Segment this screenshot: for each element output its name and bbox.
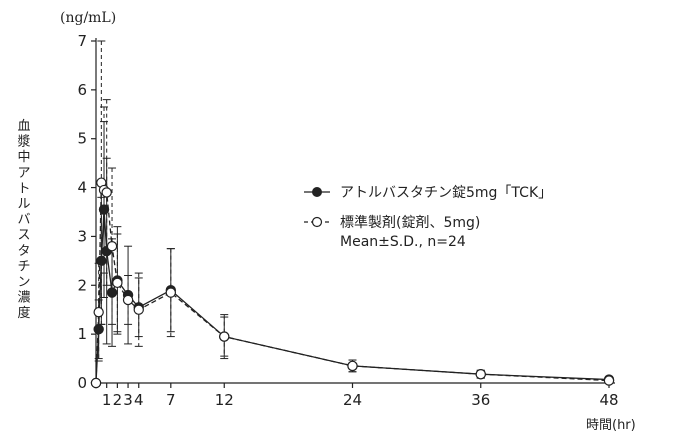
x-tick-label: 24	[343, 391, 362, 409]
data-point-open	[101, 187, 112, 198]
legend-marker-filled	[312, 187, 322, 197]
data-point-open	[133, 304, 144, 315]
data-point-open	[122, 294, 134, 306]
legend: アトルバスタチン錠5mg「TCK」 標準製剤(錠剤、5mg) Mean±S.D.…	[304, 185, 552, 250]
legend-marker-open	[311, 216, 323, 228]
data-point-open	[106, 240, 118, 252]
y-tick-label: 2	[77, 276, 87, 294]
data-point-open	[93, 306, 104, 318]
y-tick-label: 1	[77, 325, 87, 343]
y-axis-title: 血漿中アトルバスタチン濃度	[17, 119, 30, 321]
legend-item-reference: 標準製剤(錠剤、5mg)	[304, 215, 480, 231]
series-reference	[90, 40, 615, 389]
y-tick-label: 6	[77, 81, 87, 99]
data-point-open	[475, 369, 486, 380]
y-tick-label: 5	[77, 130, 87, 148]
data-point-open	[90, 377, 102, 389]
legend-item-test: アトルバスタチン錠5mg「TCK」	[304, 185, 552, 201]
data-point-open	[219, 331, 230, 342]
x-tick-label: 2	[113, 391, 123, 409]
data-point-open	[603, 375, 615, 386]
x-tick-label: 48	[599, 391, 618, 409]
x-tick-label: 1	[102, 391, 112, 409]
data-point-open	[347, 360, 358, 372]
x-tick-label: 12	[215, 391, 234, 409]
series	[90, 40, 615, 389]
x-axis-title: 時間(hr)	[586, 418, 636, 433]
series-test	[90, 121, 615, 389]
y-tick-label: 3	[77, 227, 87, 245]
data-point-open	[112, 277, 123, 289]
y-tick-label: 0	[77, 374, 87, 392]
stat-note: Mean±S.D., n=24	[340, 234, 466, 250]
x-tick-label: 7	[166, 391, 176, 409]
x-tick-label: 4	[134, 391, 144, 409]
x-tick-label: 36	[471, 391, 490, 409]
series-line	[95, 182, 610, 384]
y-unit-label: (ng/mL)	[60, 10, 116, 26]
legend-label-reference: 標準製剤(錠剤、5mg)	[340, 215, 480, 231]
data-point-open	[165, 287, 177, 298]
y-tick-label: 7	[77, 32, 87, 50]
legend-label-test: アトルバスタチン錠5mg「TCK」	[340, 185, 552, 201]
x-tick-label: 3	[123, 391, 133, 409]
y-tick-label: 4	[77, 179, 87, 197]
